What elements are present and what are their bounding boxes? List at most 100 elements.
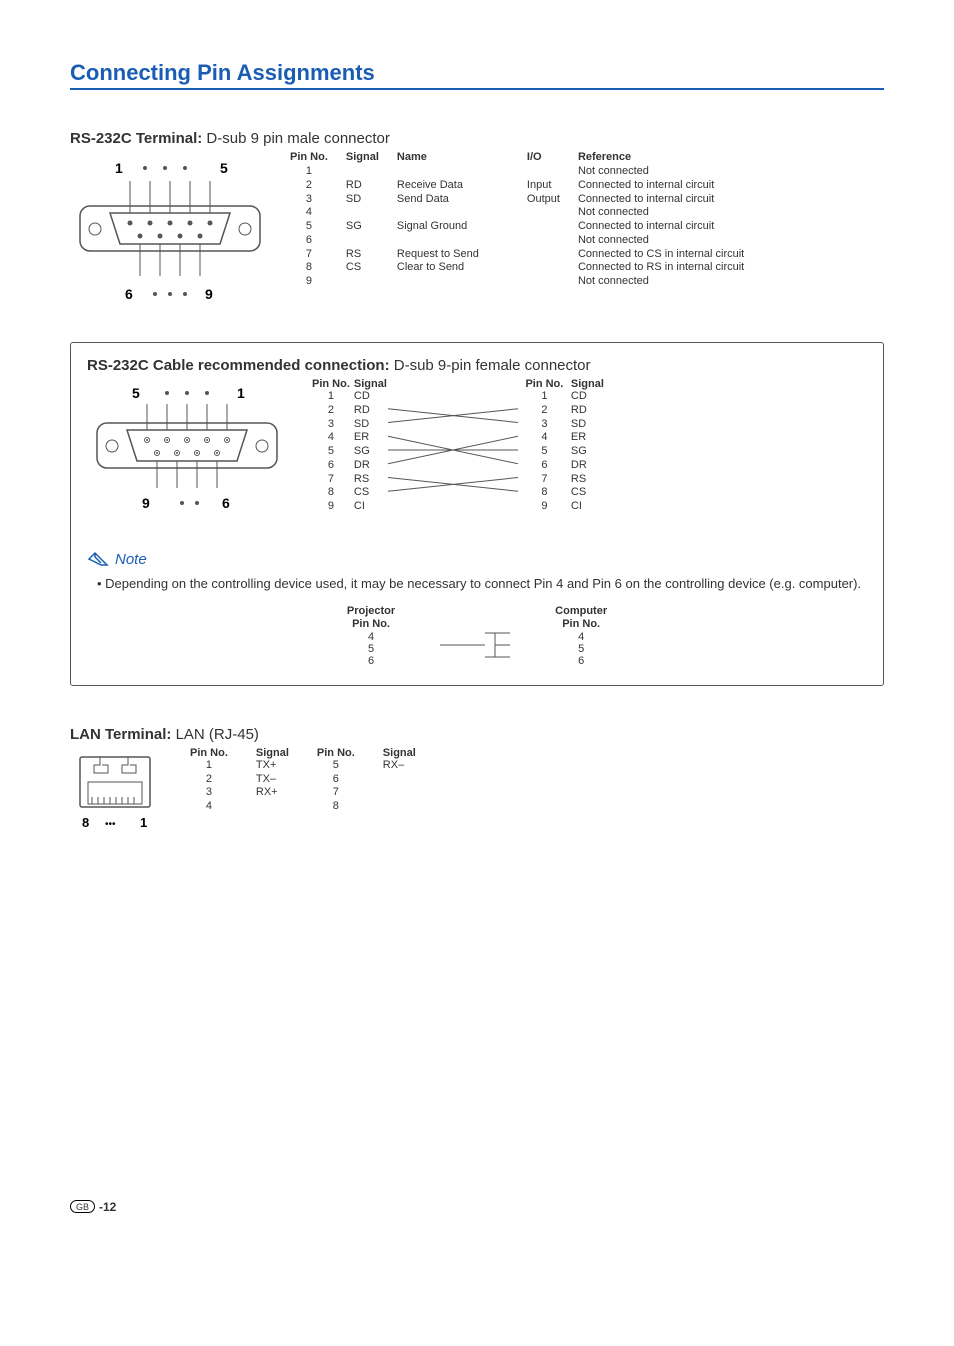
lan-heading: LAN Terminal: LAN (RJ-45) xyxy=(70,726,884,743)
rs232c-heading-rest: D-sub 9 pin male connector xyxy=(202,130,390,147)
mini-left-h2: Pin No. xyxy=(347,618,395,631)
rs232c-heading-bold: RS-232C Terminal: xyxy=(70,130,202,147)
cable-left-hdr-sig: Signal xyxy=(354,378,384,390)
cable-heading: RS-232C Cable recommended connection: D-… xyxy=(87,357,867,374)
list-item: SG xyxy=(354,445,384,459)
mini-left-h1: Projector xyxy=(347,605,395,618)
list-item: 3 xyxy=(522,418,567,432)
list-item: 1 xyxy=(190,759,228,773)
mini-right-h1: Computer xyxy=(555,605,607,618)
cable-heading-bold: RS-232C Cable recommended connection: xyxy=(87,357,390,374)
list-item: CI xyxy=(571,500,601,514)
list-item: 9 xyxy=(522,500,567,514)
svg-text:1: 1 xyxy=(115,160,123,176)
list-item: 5 xyxy=(312,445,350,459)
rs232c-table: Pin No. Signal Name I/O Reference 1Not c… xyxy=(290,151,762,289)
mini-connection-table: Projector Pin No. 456 Computer Pin No. 4… xyxy=(87,605,867,667)
lan-hdr-sig-2: Signal xyxy=(383,747,416,759)
list-item: 4 xyxy=(312,431,350,445)
note-label: Note xyxy=(115,551,147,568)
svg-text:9: 9 xyxy=(205,286,213,302)
page-title: Connecting Pin Assignments xyxy=(70,60,884,90)
list-item: 6 xyxy=(347,655,395,667)
note-text: • Depending on the controlling device us… xyxy=(97,575,867,593)
lan-hdr-pin-1: Pin No. xyxy=(190,747,228,759)
list-item: TX– xyxy=(256,773,289,787)
rs232c-hdr-name: Name xyxy=(397,151,527,165)
cable-box: RS-232C Cable recommended connection: D-… xyxy=(70,342,884,686)
table-row: 4Not connected xyxy=(290,206,762,220)
lan-heading-rest: LAN (RJ-45) xyxy=(171,726,259,743)
list-item: 4 xyxy=(347,631,395,643)
cable-left-hdr-pin: Pin No. xyxy=(312,378,350,390)
table-row: 7RSRequest to SendConnected to CS in int… xyxy=(290,248,762,262)
list-item: RX+ xyxy=(256,786,289,800)
svg-text:5: 5 xyxy=(132,385,140,401)
list-item: 4 xyxy=(190,800,228,814)
lan-block: 8 1 ••• Pin No. 1234 Signal TX+TX–RX+ Pi… xyxy=(70,747,884,840)
list-item: TX+ xyxy=(256,759,289,773)
list-item: 8 xyxy=(522,486,567,500)
list-item: 6 xyxy=(522,459,567,473)
rj45-diagram: 8 1 ••• xyxy=(70,747,160,840)
list-item: ER xyxy=(354,431,384,445)
list-item: 5 xyxy=(347,643,395,655)
list-item: 1 xyxy=(522,390,567,404)
list-item: CD xyxy=(571,390,601,404)
svg-text:1: 1 xyxy=(237,385,245,401)
list-item: 2 xyxy=(190,773,228,787)
list-item: 6 xyxy=(317,773,355,787)
list-item: 6 xyxy=(312,459,350,473)
list-item: RD xyxy=(571,404,601,418)
dsub-female-diagram: 5 1 9 6 xyxy=(87,378,287,531)
lan-heading-bold: LAN Terminal: xyxy=(70,726,171,743)
list-item: SD xyxy=(354,418,384,432)
list-item: 7 xyxy=(312,473,350,487)
list-item: RS xyxy=(571,473,601,487)
list-item: 5 xyxy=(317,759,355,773)
table-row: 6Not connected xyxy=(290,234,762,248)
svg-text:6: 6 xyxy=(125,286,133,302)
svg-text:1: 1 xyxy=(140,815,147,830)
list-item: 4 xyxy=(522,431,567,445)
cable-right-hdr-pin: Pin No. xyxy=(522,378,567,390)
list-item: 5 xyxy=(522,445,567,459)
list-item: 9 xyxy=(312,500,350,514)
list-item: DR xyxy=(571,459,601,473)
table-row: 8CSClear to SendConnected to RS in inter… xyxy=(290,261,762,275)
list-item: RX– xyxy=(383,759,416,773)
rs232c-hdr-pin: Pin No. xyxy=(290,151,346,165)
page-footer: GB -12 xyxy=(70,1200,884,1214)
cable-heading-rest: D-sub 9-pin female connector xyxy=(390,357,591,374)
lan-hdr-sig-1: Signal xyxy=(256,747,289,759)
list-item: CS xyxy=(571,486,601,500)
list-item: 2 xyxy=(312,404,350,418)
lan-table: Pin No. 1234 Signal TX+TX–RX+ Pin No. 56… xyxy=(190,747,416,814)
rs232c-hdr-ref: Reference xyxy=(578,151,762,165)
rs232c-heading: RS-232C Terminal: D-sub 9 pin male conne… xyxy=(70,130,884,147)
gb-badge: GB xyxy=(70,1200,95,1213)
rs232c-hdr-signal: Signal xyxy=(346,151,397,165)
list-item: CI xyxy=(354,500,384,514)
list-item: 1 xyxy=(312,390,350,404)
svg-text:5: 5 xyxy=(220,160,228,176)
list-item: RS xyxy=(354,473,384,487)
list-item: RD xyxy=(354,404,384,418)
cable-right-hdr-sig: Signal xyxy=(571,378,601,390)
list-item: 4 xyxy=(555,631,607,643)
list-item: ER xyxy=(571,431,601,445)
note-row: Note xyxy=(87,549,867,569)
list-item: 5 xyxy=(555,643,607,655)
crossover-diagram xyxy=(388,393,518,523)
mini-diagram xyxy=(435,605,515,663)
list-item: CD xyxy=(354,390,384,404)
mini-right-h2: Pin No. xyxy=(555,618,607,631)
note-icon xyxy=(87,549,111,569)
rs232c-hdr-io: I/O xyxy=(527,151,578,165)
list-item: 6 xyxy=(555,655,607,667)
list-item: DR xyxy=(354,459,384,473)
list-item: 2 xyxy=(522,404,567,418)
svg-text:•••: ••• xyxy=(105,819,116,830)
lan-hdr-pin-2: Pin No. xyxy=(317,747,355,759)
list-item: 3 xyxy=(190,786,228,800)
